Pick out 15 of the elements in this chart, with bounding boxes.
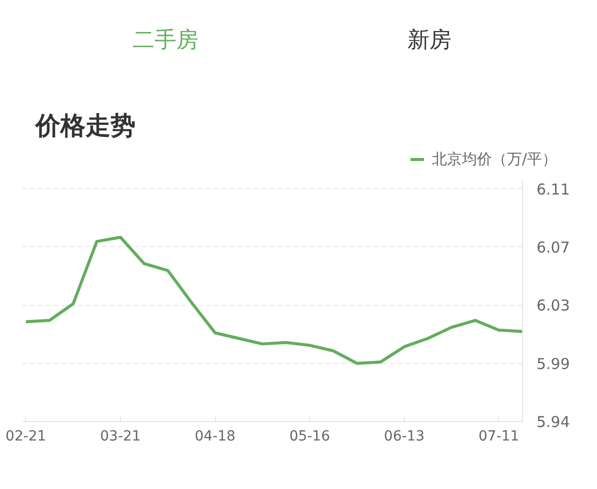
x-tick-label: 06-13 bbox=[384, 428, 425, 444]
legend-label: 北京均价（万/平） bbox=[432, 150, 558, 168]
y-tick-label: 6.07 bbox=[536, 238, 570, 256]
chart-title: 价格走势 bbox=[34, 111, 136, 140]
x-tick-label: 07-11 bbox=[478, 428, 520, 444]
x-tick-label: 04-18 bbox=[194, 428, 236, 444]
x-tick-label: 03-21 bbox=[100, 428, 141, 444]
y-tick-label: 5.94 bbox=[536, 413, 570, 431]
y-tick-label: 6.11 bbox=[536, 180, 570, 198]
y-tick-label: 6.03 bbox=[536, 296, 570, 315]
text: 新房 bbox=[408, 28, 452, 53]
text: 二手房 bbox=[132, 28, 198, 53]
y-tick-label: 5.99 bbox=[536, 354, 570, 373]
x-tick-label: 02-21 bbox=[6, 428, 46, 444]
x-tick-label: 05-16 bbox=[289, 428, 330, 444]
